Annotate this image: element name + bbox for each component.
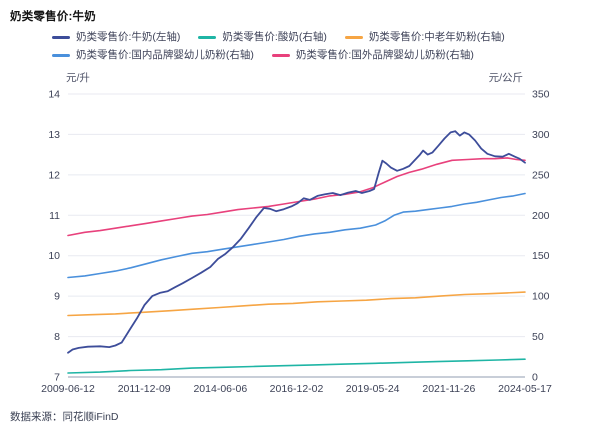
right-axis-tick-label: 100 — [532, 291, 550, 303]
legend-item-3[interactable]: 奶类零售价:国内品牌婴幼儿奶粉(右轴) — [52, 49, 254, 62]
series-line — [67, 192, 526, 279]
legend-item-label: 奶类零售价:酸奶(右轴) — [222, 31, 327, 43]
series-line — [67, 130, 526, 354]
x-axis-tick-label: 2021-11-26 — [422, 383, 475, 395]
legend-dash-icon — [344, 36, 363, 39]
x-axis-tick-label: 2016-12-02 — [270, 383, 324, 395]
legend-item-label: 奶类零售价:国外品牌婴幼儿奶粉(右轴) — [295, 49, 474, 61]
x-axis-tick-label: 2011-12-09 — [118, 383, 171, 395]
left-axis-tick-label: 8 — [54, 331, 60, 343]
right-axis-tick-label: 350 — [532, 89, 550, 101]
left-axis-tick-label: 9 — [54, 291, 60, 303]
left-axis-tick-label: 14 — [48, 89, 60, 101]
legend-item-label: 奶类零售价:国内品牌婴幼儿奶粉(右轴) — [76, 49, 254, 61]
legend-dash-icon — [198, 36, 217, 39]
x-axis-tick-label: 2019-05-24 — [346, 383, 400, 395]
right-axis-tick-label: 0 — [532, 372, 538, 384]
chart-title: 奶类零售价:牛奶 — [10, 11, 96, 23]
legend-item-label: 奶类零售价:中老年奶粉(右轴) — [368, 31, 505, 43]
right-axis-tick-label: 50 — [532, 331, 544, 343]
legend-item-0[interactable]: 奶类零售价:牛奶(左轴) — [52, 31, 180, 44]
series-line — [67, 291, 526, 317]
legend-dash-icon — [52, 36, 70, 39]
legend-dash-icon — [271, 54, 290, 57]
right-axis-tick-label: 300 — [532, 129, 550, 141]
right-axis-unit-label: 元/公斤 — [488, 72, 523, 84]
left-axis-unit-label: 元/升 — [66, 72, 90, 84]
series-line — [67, 157, 526, 237]
legend-item-1[interactable]: 奶类零售价:酸奶(右轴) — [198, 31, 327, 44]
x-axis-tick-label: 2024-05-17 — [498, 383, 552, 395]
left-axis-tick-label: 12 — [48, 169, 60, 181]
x-axis-tick-label: 2014-06-06 — [193, 383, 247, 395]
legend-item-label: 奶类零售价:牛奶(左轴) — [76, 31, 181, 43]
legend: 奶类零售价:牛奶(左轴) 奶类零售价:酸奶(右轴) 奶类零售价:中老年奶粉(右轴) 奶… — [52, 31, 542, 62]
right-axis-tick-label: 250 — [532, 169, 550, 181]
right-axis-tick-label: 150 — [532, 250, 550, 262]
series-line — [67, 358, 526, 374]
left-axis-tick-label: 10 — [48, 250, 60, 262]
x-axis-tick-label: 2009-06-12 — [41, 383, 95, 395]
right-axis-tick-label: 200 — [532, 210, 550, 222]
legend-item-4[interactable]: 奶类零售价:国外品牌婴幼儿奶粉(右轴) — [271, 49, 474, 62]
left-axis-tick-label: 7 — [54, 372, 60, 384]
legend-item-2[interactable]: 奶类零售价:中老年奶粉(右轴) — [344, 31, 505, 44]
data-source-note: 数据来源：同花顺iFinD — [10, 411, 119, 423]
left-axis-tick-label: 11 — [49, 210, 60, 222]
left-axis-tick-label: 13 — [48, 129, 60, 141]
legend-dash-icon — [52, 54, 70, 57]
